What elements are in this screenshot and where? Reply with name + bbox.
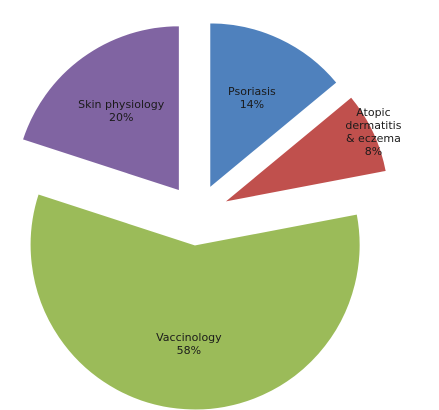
category-label: Skin physiology: [78, 97, 165, 111]
slice-label: Vaccinology 58%: [156, 331, 222, 357]
pie-slice: [223, 96, 387, 203]
slice-label: Atopic dermatitis & eczema 8%: [341, 106, 407, 158]
category-label: Vaccinology: [156, 330, 222, 344]
category-label: Atopic dermatitis & eczema: [345, 105, 402, 145]
value-label: 8%: [364, 144, 383, 158]
value-label: 20%: [108, 110, 134, 124]
pie-slice: [21, 25, 180, 192]
pie-slice: [29, 193, 361, 410]
value-label: 14%: [239, 98, 265, 112]
pie-slice: [209, 22, 338, 189]
value-label: 58%: [176, 343, 202, 357]
slice-label: Psoriasis 14%: [228, 85, 276, 111]
category-label: Psoriasis: [228, 85, 276, 99]
slice-label: Skin physiology 20%: [78, 98, 164, 124]
